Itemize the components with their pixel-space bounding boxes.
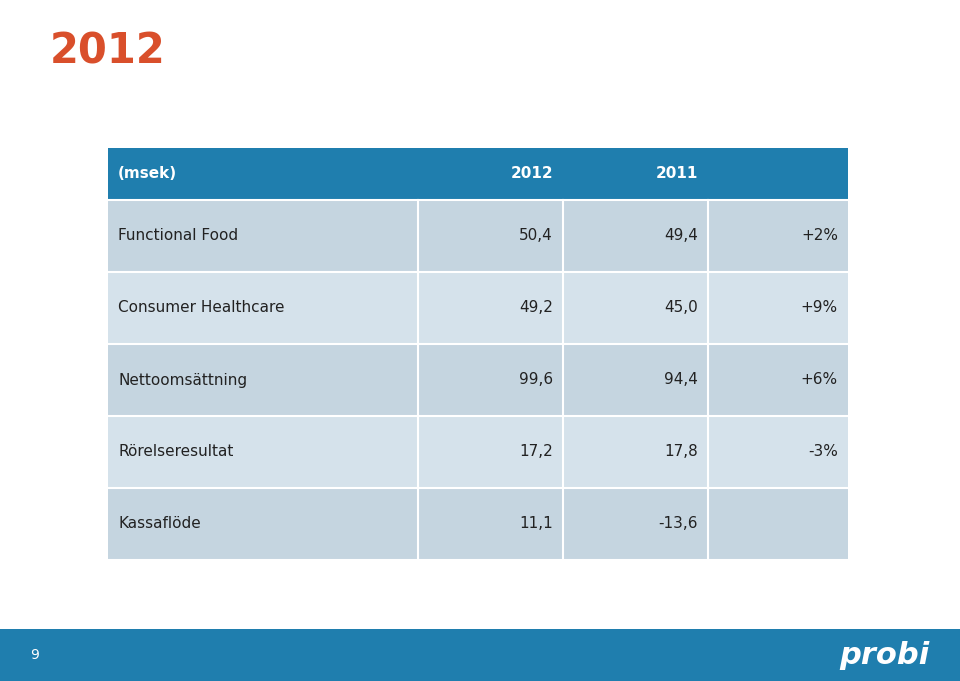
Text: 9: 9 — [30, 648, 38, 662]
Text: -3%: -3% — [808, 445, 838, 460]
Bar — [108, 272, 848, 344]
Text: 2011: 2011 — [656, 166, 698, 182]
Text: +9%: +9% — [801, 300, 838, 315]
Text: -13,6: -13,6 — [659, 516, 698, 531]
Text: Nettoomsättning: Nettoomsättning — [118, 373, 247, 387]
Text: 17,2: 17,2 — [519, 445, 553, 460]
Bar — [108, 200, 848, 272]
Bar — [108, 344, 848, 416]
Text: 17,8: 17,8 — [664, 445, 698, 460]
Text: +2%: +2% — [801, 229, 838, 244]
Text: +6%: +6% — [801, 373, 838, 387]
Text: 2012: 2012 — [511, 166, 553, 182]
Bar — [108, 488, 848, 560]
Text: (msek): (msek) — [118, 166, 178, 182]
Bar — [0, 629, 960, 681]
Text: 45,0: 45,0 — [664, 300, 698, 315]
Text: 2012: 2012 — [50, 30, 166, 72]
Text: 99,6: 99,6 — [518, 373, 553, 387]
Text: 94,4: 94,4 — [664, 373, 698, 387]
Bar — [108, 416, 848, 488]
Text: probi: probi — [840, 641, 930, 669]
Text: Functional Food: Functional Food — [118, 229, 238, 244]
Text: Rörelseresultat: Rörelseresultat — [118, 445, 233, 460]
Text: Kassaflöde: Kassaflöde — [118, 516, 201, 531]
Text: 50,4: 50,4 — [519, 229, 553, 244]
Text: 49,4: 49,4 — [664, 229, 698, 244]
Text: Consumer Healthcare: Consumer Healthcare — [118, 300, 284, 315]
Bar — [108, 148, 848, 200]
Text: 49,2: 49,2 — [519, 300, 553, 315]
Text: 11,1: 11,1 — [519, 516, 553, 531]
